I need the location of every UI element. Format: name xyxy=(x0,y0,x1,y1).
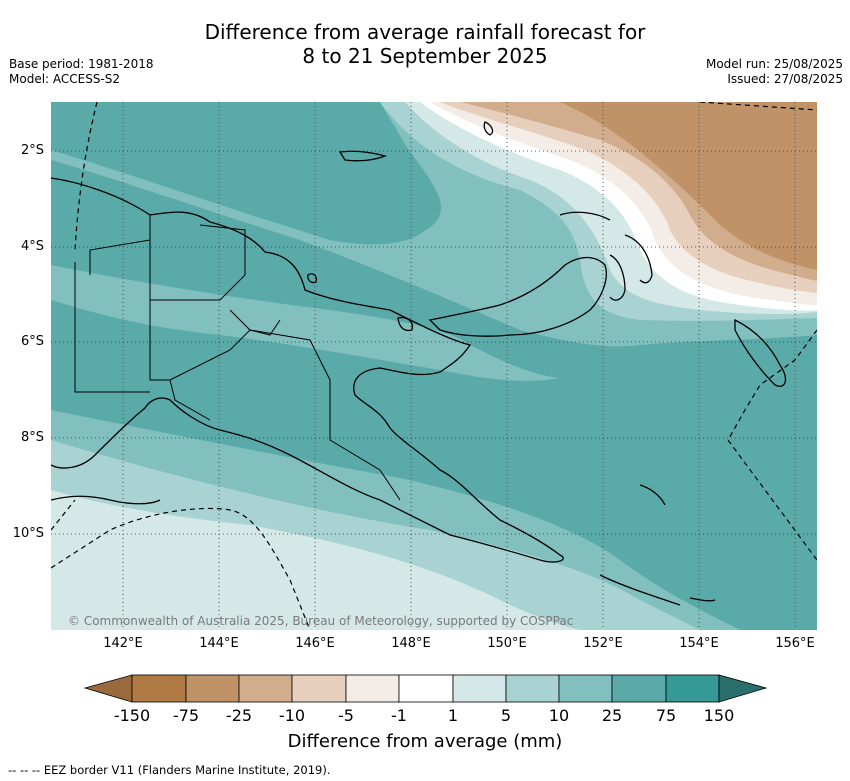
graticule xyxy=(51,102,817,630)
copyright-note: © Commonwealth of Australia 2025, Bureau… xyxy=(68,614,574,628)
colorbar-tick-label: 10 xyxy=(548,706,570,725)
eez-footnote: -- -- -- EEZ border V11 (Flanders Marine… xyxy=(8,763,331,777)
colorbar-tick-label: -150 xyxy=(113,706,151,725)
meta-left: Base period: 1981-2018 Model: ACCESS-S2 xyxy=(9,57,154,87)
lat-label: 8°S xyxy=(20,430,44,445)
colorbar-tick-label: -1 xyxy=(391,706,407,725)
lon-label: 152°E xyxy=(583,636,623,651)
model-run-label: Model run: 25/08/2025 xyxy=(705,57,843,71)
lat-label: 10°S xyxy=(12,526,44,541)
colorbar-title: Difference from average (mm) xyxy=(287,731,563,752)
model-label: Model: ACCESS-S2 xyxy=(9,72,121,86)
colorbar xyxy=(83,674,768,703)
rainfall-anomaly-field xyxy=(51,102,817,630)
colorbar-tick-label: 5 xyxy=(500,706,512,725)
colorbar-extend-low xyxy=(83,674,133,703)
map-title-line-2: 8 to 21 September 2025 xyxy=(302,44,548,68)
lat-label: 2°S xyxy=(20,143,44,158)
lon-label: 142°E xyxy=(103,636,143,651)
colorbar-tick-label: -25 xyxy=(225,706,253,725)
eez-border xyxy=(51,102,817,630)
meta-right: Model run: 25/08/2025 Issued: 27/08/2025 xyxy=(706,57,843,87)
lon-label: 154°E xyxy=(679,636,719,651)
base-period-label: Base period: 1981-2018 xyxy=(9,57,154,71)
lat-label: 4°S xyxy=(20,239,44,254)
lon-label: 146°E xyxy=(295,636,335,651)
lon-label: 156°E xyxy=(775,636,815,651)
colorbar-tick-label: -10 xyxy=(278,706,306,725)
coastline xyxy=(51,121,787,606)
colorbar-tick-label: 150 xyxy=(703,706,735,725)
map-title-line-1: Difference from average rainfall forecas… xyxy=(204,20,646,44)
lon-label: 150°E xyxy=(487,636,527,651)
colorbar-tick-label: 1 xyxy=(447,706,459,725)
colorbar-tick-label: -5 xyxy=(338,706,354,725)
colorbar-extend-high xyxy=(718,674,768,703)
admin-borders xyxy=(74,215,401,501)
lon-label: 144°E xyxy=(199,636,239,651)
lat-label: 6°S xyxy=(20,334,44,349)
colorbar-tick-label: 75 xyxy=(655,706,677,725)
issued-label: Issued: 27/08/2025 xyxy=(727,72,843,86)
colorbar-tick-label: 25 xyxy=(601,706,623,725)
colorbar-tick-label: -75 xyxy=(172,706,200,725)
lon-label: 148°E xyxy=(391,636,431,651)
